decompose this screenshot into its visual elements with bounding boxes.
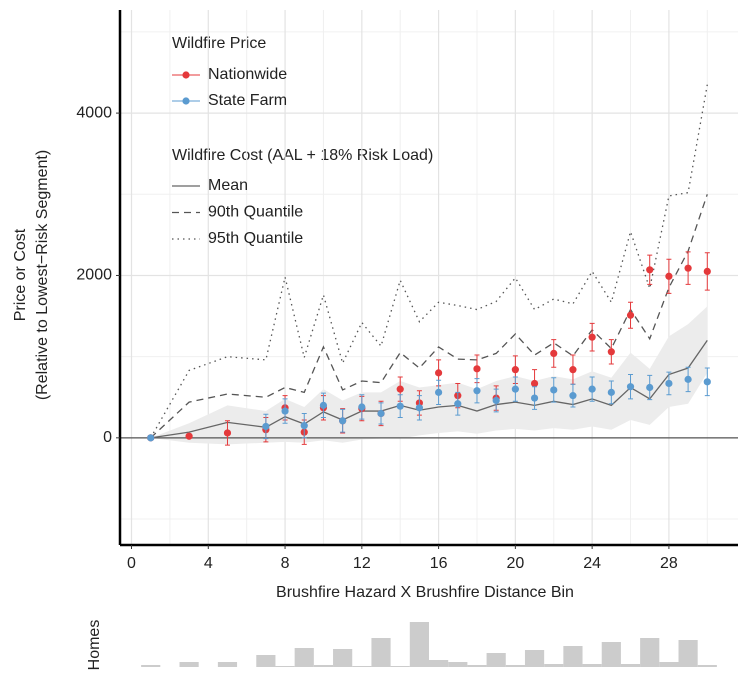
homes-bar — [448, 662, 468, 667]
homes-bar — [467, 665, 487, 667]
cost-line — [150, 84, 708, 439]
data-point — [703, 378, 711, 386]
data-point — [626, 311, 635, 319]
x-tick-label: 4 — [204, 555, 213, 572]
homes-bar — [256, 655, 276, 667]
legend-title: Wildfire Price — [172, 35, 266, 52]
data-point — [550, 349, 558, 358]
legend-marker — [182, 71, 190, 79]
data-point — [665, 379, 673, 388]
homes-bar — [486, 653, 506, 667]
data-point — [511, 366, 519, 374]
data-point — [396, 402, 404, 410]
homes-bar — [640, 638, 660, 667]
x-tick-label: 16 — [430, 555, 448, 572]
data-point — [358, 403, 366, 411]
data-point — [607, 388, 615, 396]
x-axis-title: Brushfire Hazard X Brushfire Distance Bi… — [276, 584, 574, 601]
homes-bar — [275, 666, 295, 667]
data-point — [454, 400, 462, 408]
data-point — [377, 409, 385, 418]
data-point — [684, 375, 692, 383]
data-point — [434, 369, 443, 377]
homes-bar — [505, 665, 525, 667]
homes-bar — [179, 662, 199, 667]
legend-label: 90th Quantile — [208, 204, 303, 221]
data-point — [530, 379, 539, 388]
homes-bar — [544, 664, 564, 667]
x-tick-label: 0 — [127, 555, 136, 572]
homes-label: Homes — [86, 620, 103, 671]
homes-bar — [429, 660, 449, 667]
data-point — [319, 401, 328, 409]
range-band — [150, 306, 708, 445]
data-point — [339, 417, 347, 425]
data-point — [646, 266, 654, 274]
data-point — [607, 348, 615, 356]
data-point — [646, 383, 654, 392]
cost-line — [150, 194, 708, 439]
x-tick-label: 28 — [660, 555, 678, 572]
data-point — [588, 333, 596, 341]
data-point — [588, 385, 596, 393]
data-point — [473, 365, 481, 373]
y-axis-title: (Relative to Lowest−Risk Segment) — [34, 150, 51, 400]
homes-bar — [582, 664, 602, 667]
homes-bar — [352, 666, 372, 667]
legend-label: Nationwide — [208, 66, 287, 83]
data-point — [569, 366, 577, 374]
homes-bar — [217, 662, 238, 667]
homes-bar — [697, 665, 717, 667]
data-point — [415, 404, 424, 412]
data-point — [511, 385, 519, 393]
homes-bar — [333, 649, 353, 667]
homes-bar — [294, 648, 314, 667]
data-point — [550, 386, 558, 394]
x-tick-label: 20 — [506, 555, 524, 572]
data-point — [147, 434, 155, 442]
data-point — [626, 383, 635, 391]
data-point — [281, 407, 289, 415]
data-point — [703, 267, 711, 276]
homes-bar — [409, 622, 429, 667]
homes-bar — [313, 665, 334, 667]
homes-bar — [563, 646, 583, 667]
data-point — [530, 394, 539, 402]
homes-bar — [678, 640, 698, 667]
legend-label: 95th Quantile — [208, 230, 303, 247]
homes-bar — [371, 638, 391, 667]
data-point — [684, 264, 692, 272]
homes-bar — [524, 650, 545, 667]
y-axis-title: Price or Cost — [12, 228, 29, 321]
y-tick-label: 4000 — [76, 104, 112, 121]
homes-bar — [620, 664, 641, 667]
data-point — [569, 392, 577, 400]
legend-marker — [182, 97, 190, 105]
homes-bar — [601, 642, 621, 667]
homes-bar — [141, 665, 161, 667]
data-point — [492, 396, 500, 405]
y-tick-label: 2000 — [76, 267, 112, 284]
data-point — [185, 432, 193, 440]
homes-bar — [390, 666, 410, 667]
x-tick-label: 8 — [281, 555, 290, 572]
data-point — [665, 272, 673, 280]
data-point — [223, 429, 232, 437]
x-tick-label: 24 — [583, 555, 601, 572]
data-point — [434, 388, 443, 396]
data-point — [262, 422, 270, 431]
data-point — [473, 387, 481, 395]
legend-label: State Farm — [208, 92, 287, 109]
y-tick-label: 0 — [103, 429, 112, 446]
homes-bar — [659, 662, 679, 667]
legend-label: Mean — [208, 177, 248, 194]
legend-title: Wildfire Cost (AAL + 18% Risk Load) — [172, 147, 433, 164]
x-tick-label: 12 — [353, 555, 371, 572]
data-point — [300, 422, 308, 430]
data-point — [396, 385, 404, 393]
